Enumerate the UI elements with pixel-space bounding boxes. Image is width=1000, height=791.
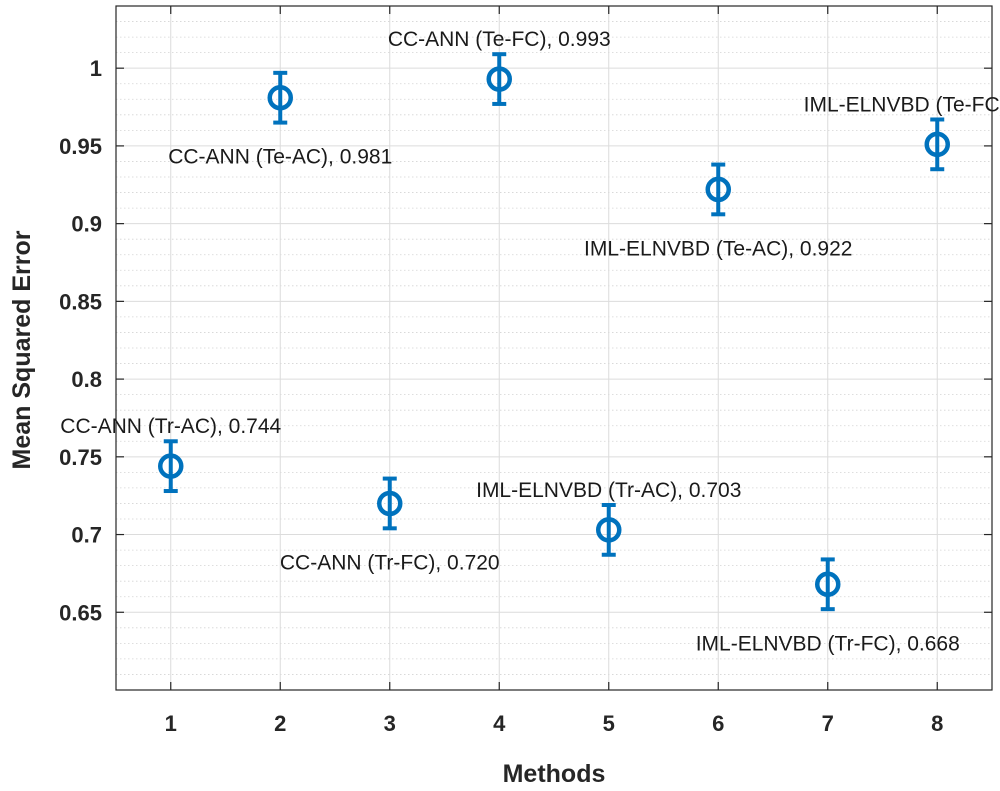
- y-tick-label: 0.75: [59, 445, 102, 470]
- data-point: [596, 517, 622, 543]
- plot-frame: [115, 5, 993, 691]
- x-tick-label: 8: [931, 711, 943, 736]
- data-label: CC-ANN (Tr-FC), 0.720: [280, 551, 500, 574]
- data-point: [924, 131, 950, 158]
- data-label: IML-ELNVBD (Te-FC), 0.951: [804, 93, 1000, 116]
- y-tick-label: 0.65: [59, 600, 102, 625]
- data-point: [815, 571, 841, 598]
- y-tick-label: 0.7: [71, 523, 102, 548]
- data-marks: [158, 52, 950, 612]
- data-label: IML-ELNVBD (Tr-AC), 0.703: [476, 479, 741, 502]
- y-tick-label: 0.9: [71, 212, 102, 237]
- data-point: [486, 66, 512, 92]
- x-tick-label: 7: [822, 711, 834, 736]
- x-axis-title: Methods: [503, 760, 606, 788]
- annotations: CC-ANN (Tr-AC), 0.744 CC-ANN (Te-AC), 0.9…: [60, 28, 1000, 655]
- x-tick-label: 3: [384, 711, 396, 736]
- data-label: IML-ELNVBD (Te-AC), 0.922: [584, 237, 852, 260]
- data-label: CC-ANN (Te-AC), 0.981: [168, 146, 392, 169]
- y-tick-label: 1: [90, 56, 102, 81]
- x-tick-label: 5: [603, 711, 615, 736]
- y-tick-label: 0.95: [59, 134, 102, 159]
- y-tick-label: 0.8: [71, 367, 102, 392]
- plot-background: [116, 6, 992, 690]
- data-point: [158, 453, 184, 479]
- data-point: [267, 84, 293, 111]
- data-label: IML-ELNVBD (Tr-FC), 0.668: [696, 632, 960, 655]
- axis-ticks: 0.65 0.7 0.75 0.8 0.85 0.9 0.95 1 1 2 3 4 5 6 7 8: [59, 6, 992, 736]
- data-point: [705, 176, 731, 203]
- y-axis-title: Mean Squared Error: [8, 230, 36, 469]
- x-tick-label: 4: [493, 711, 506, 736]
- x-tick-label: 1: [165, 711, 177, 736]
- grid: [116, 5, 992, 690]
- y-tick-label: 0.85: [59, 289, 102, 314]
- data-point: [377, 490, 403, 517]
- x-tick-label: 2: [274, 711, 286, 736]
- x-tick-label: 6: [712, 711, 724, 736]
- data-label: CC-ANN (Tr-AC), 0.744: [60, 415, 281, 438]
- data-label: CC-ANN (Te-FC), 0.993: [388, 28, 611, 51]
